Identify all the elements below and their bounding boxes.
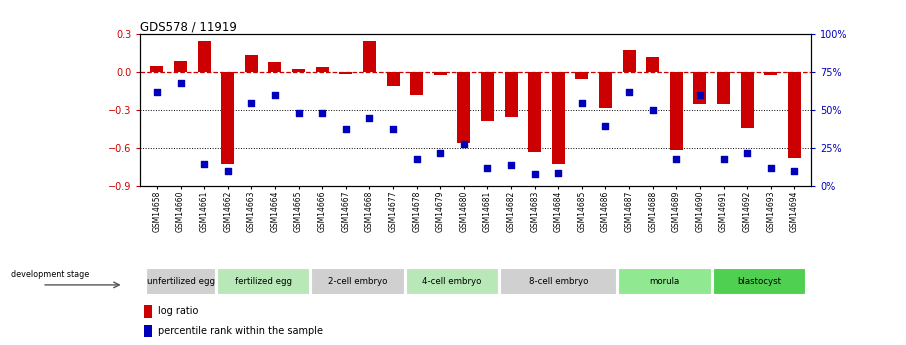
Point — [645, 108, 660, 113]
Point — [339, 126, 353, 131]
Point — [386, 126, 400, 131]
Text: unfertilized egg: unfertilized egg — [147, 277, 215, 286]
Text: log ratio: log ratio — [158, 306, 198, 316]
Point — [527, 171, 542, 177]
Point — [244, 100, 258, 106]
Point — [220, 168, 235, 174]
Bar — [245, 55, 258, 72]
Bar — [765, 72, 777, 75]
Bar — [340, 72, 352, 74]
Text: morula: morula — [650, 277, 680, 286]
Point — [693, 92, 708, 98]
Bar — [144, 305, 152, 317]
Point — [433, 150, 448, 156]
Bar — [618, 268, 711, 294]
Bar — [505, 72, 517, 117]
Point — [551, 170, 565, 175]
Point — [740, 150, 755, 156]
Bar — [599, 72, 612, 108]
Bar — [481, 72, 494, 120]
Point — [574, 100, 589, 106]
Point — [362, 115, 377, 121]
Bar — [713, 268, 805, 294]
Bar — [144, 325, 152, 337]
Bar — [575, 72, 588, 79]
Bar — [387, 72, 400, 86]
Text: 8-cell embryo: 8-cell embryo — [528, 277, 588, 286]
Bar — [221, 72, 235, 164]
Text: percentile rank within the sample: percentile rank within the sample — [158, 326, 323, 336]
Point — [410, 156, 424, 162]
Bar — [315, 67, 329, 72]
Bar — [174, 61, 187, 72]
Bar — [622, 50, 636, 72]
Point — [268, 92, 283, 98]
Text: GDS578 / 11919: GDS578 / 11919 — [140, 20, 237, 33]
Point — [457, 141, 471, 147]
Bar — [500, 268, 616, 294]
Bar — [217, 268, 310, 294]
Bar — [146, 268, 215, 294]
Text: 4-cell embryo: 4-cell embryo — [422, 277, 482, 286]
Text: 2-cell embryo: 2-cell embryo — [328, 277, 387, 286]
Point — [669, 156, 683, 162]
Point — [197, 161, 211, 166]
Point — [292, 111, 306, 116]
Bar — [312, 268, 404, 294]
Bar — [458, 72, 470, 143]
Bar — [406, 268, 498, 294]
Bar — [363, 41, 376, 72]
Point — [149, 89, 164, 95]
Text: fertilized egg: fertilized egg — [235, 277, 292, 286]
Bar — [410, 72, 423, 95]
Point — [717, 156, 731, 162]
Point — [173, 80, 188, 86]
Bar — [268, 62, 282, 72]
Point — [315, 111, 330, 116]
Text: blastocyst: blastocyst — [737, 277, 781, 286]
Bar — [717, 72, 730, 104]
Bar — [434, 72, 447, 75]
Bar — [150, 66, 163, 72]
Point — [622, 89, 636, 95]
Bar — [646, 57, 660, 72]
Bar — [788, 72, 801, 158]
Bar — [528, 72, 541, 152]
Point — [480, 165, 495, 171]
Bar — [693, 72, 707, 104]
Bar — [740, 72, 754, 128]
Bar — [198, 41, 211, 72]
Bar — [292, 69, 305, 72]
Point — [598, 123, 612, 128]
Bar — [552, 72, 564, 164]
Point — [787, 168, 802, 174]
Text: development stage: development stage — [11, 270, 90, 279]
Point — [504, 162, 518, 168]
Bar — [670, 72, 683, 150]
Point — [764, 165, 778, 171]
